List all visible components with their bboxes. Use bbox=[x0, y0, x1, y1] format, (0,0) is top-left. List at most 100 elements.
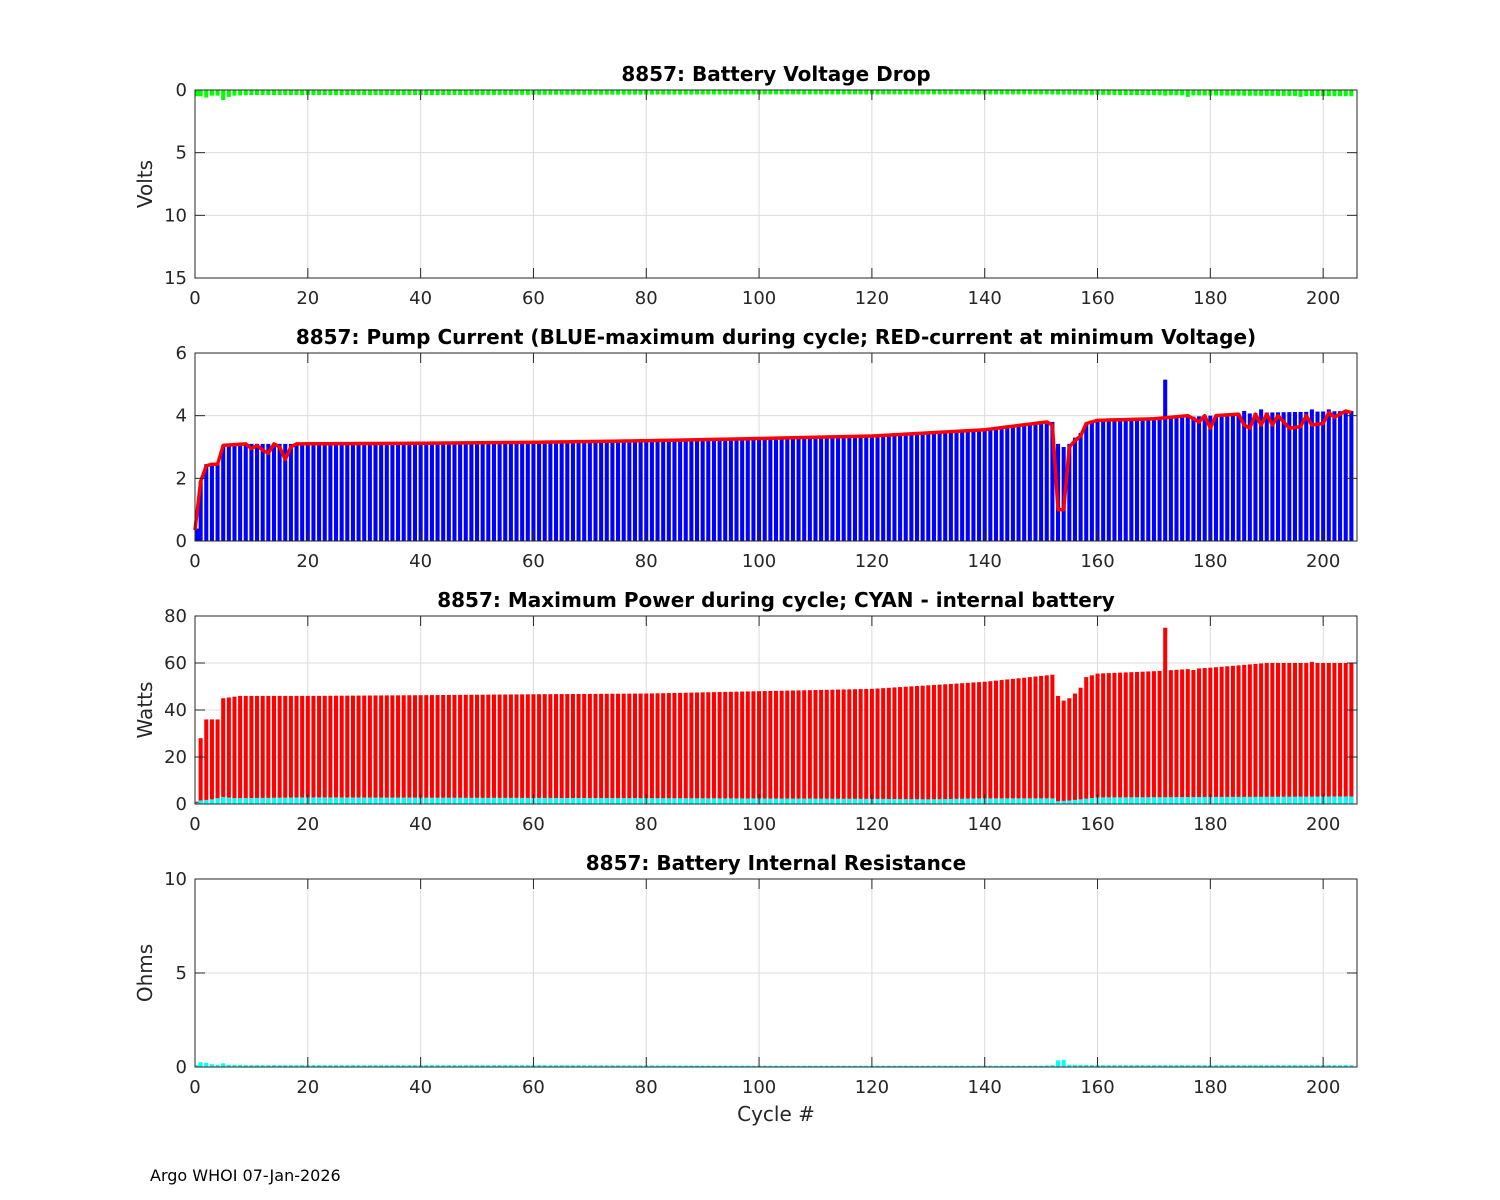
bar bbox=[1219, 90, 1224, 96]
bar-internal-battery bbox=[881, 798, 886, 804]
bar bbox=[249, 443, 254, 541]
bar-internal-battery bbox=[215, 798, 220, 804]
bar bbox=[1315, 663, 1320, 804]
bar bbox=[1321, 411, 1326, 541]
bar-internal-battery bbox=[807, 798, 812, 804]
bar bbox=[711, 90, 716, 95]
bar bbox=[1242, 90, 1247, 96]
bar bbox=[1084, 90, 1089, 95]
bar bbox=[1287, 90, 1292, 96]
bar bbox=[678, 1065, 683, 1067]
x-tick-label: 200 bbox=[1306, 1077, 1340, 1098]
bar bbox=[373, 1065, 378, 1067]
bar bbox=[1275, 412, 1281, 541]
bar bbox=[1236, 665, 1241, 804]
bar-internal-battery bbox=[514, 797, 519, 804]
x-tick-label: 100 bbox=[742, 1077, 776, 1098]
bar bbox=[1213, 415, 1219, 541]
bar bbox=[1005, 90, 1010, 95]
bar bbox=[317, 90, 322, 96]
bar-internal-battery bbox=[886, 798, 891, 804]
bar bbox=[1050, 674, 1055, 804]
bar bbox=[350, 90, 355, 96]
y-tick-label: 20 bbox=[164, 747, 187, 768]
bar-internal-battery bbox=[209, 799, 214, 804]
bar bbox=[903, 434, 908, 541]
bar bbox=[1292, 412, 1297, 541]
bar-internal-battery bbox=[1033, 798, 1038, 804]
bar-internal-battery bbox=[593, 798, 598, 804]
bar bbox=[1281, 663, 1286, 804]
bar bbox=[531, 442, 536, 541]
bar-internal-battery bbox=[497, 797, 502, 804]
bar bbox=[796, 437, 801, 541]
bar bbox=[491, 442, 496, 541]
chart-panel-2: 0 20 40 60 80 100 120 140 160 180 200 0 2 4 6 8857: Pum… bbox=[176, 325, 1358, 572]
bar bbox=[802, 437, 807, 541]
bar-internal-battery bbox=[1230, 796, 1235, 804]
bar-internal-battery bbox=[672, 798, 677, 804]
bar-internal-battery bbox=[311, 797, 316, 804]
bar bbox=[1270, 1065, 1275, 1067]
bar bbox=[412, 1065, 418, 1067]
bar bbox=[1174, 1065, 1179, 1067]
bar-internal-battery bbox=[424, 797, 429, 804]
bar bbox=[435, 1065, 440, 1067]
bar bbox=[283, 90, 288, 96]
bar bbox=[565, 1065, 570, 1067]
bar bbox=[238, 1064, 243, 1067]
bar bbox=[503, 1065, 508, 1067]
bar bbox=[1112, 419, 1117, 541]
bar-internal-battery bbox=[864, 798, 869, 804]
bar bbox=[1185, 669, 1190, 804]
bar bbox=[1118, 1065, 1123, 1067]
bar bbox=[514, 1065, 519, 1067]
bar bbox=[469, 90, 474, 95]
bar bbox=[300, 695, 305, 804]
bar bbox=[288, 90, 293, 96]
bar bbox=[396, 443, 401, 541]
bar-internal-battery bbox=[1349, 796, 1354, 804]
bar bbox=[960, 683, 965, 804]
bar bbox=[1197, 90, 1202, 96]
bar bbox=[407, 695, 412, 804]
bar-internal-battery bbox=[429, 797, 434, 804]
bar bbox=[819, 1065, 824, 1067]
bar bbox=[762, 1065, 767, 1067]
bar bbox=[836, 689, 841, 804]
bar bbox=[914, 686, 920, 804]
bar bbox=[491, 694, 496, 804]
bar bbox=[1309, 90, 1314, 97]
bar bbox=[525, 694, 530, 804]
bar bbox=[678, 692, 683, 804]
bar bbox=[1349, 90, 1354, 97]
bar bbox=[920, 1065, 925, 1067]
bar bbox=[1101, 90, 1106, 95]
bar bbox=[1197, 1065, 1202, 1067]
bar bbox=[1072, 1064, 1077, 1067]
bar bbox=[858, 1065, 863, 1067]
x-tick-label: 160 bbox=[1080, 288, 1114, 309]
bar bbox=[875, 435, 880, 541]
bar bbox=[604, 90, 609, 95]
bar bbox=[599, 90, 604, 95]
bar-internal-battery bbox=[694, 798, 700, 804]
bar-internal-battery bbox=[1332, 796, 1337, 804]
bar bbox=[1005, 1065, 1010, 1067]
bar bbox=[271, 443, 277, 541]
bar-internal-battery bbox=[847, 798, 852, 804]
bar bbox=[520, 442, 525, 541]
bar bbox=[322, 90, 327, 96]
bar-internal-battery bbox=[1010, 798, 1015, 804]
bar bbox=[345, 695, 350, 804]
bar bbox=[706, 692, 711, 804]
y-tick-label: 0 bbox=[176, 531, 187, 552]
bar bbox=[948, 90, 953, 95]
bar bbox=[931, 1065, 936, 1067]
bar-internal-battery bbox=[396, 797, 401, 804]
bar bbox=[1084, 1064, 1089, 1067]
bar bbox=[802, 1065, 807, 1067]
bar-internal-battery bbox=[1163, 797, 1168, 804]
bar-internal-battery bbox=[503, 797, 508, 804]
bar bbox=[525, 1065, 530, 1067]
